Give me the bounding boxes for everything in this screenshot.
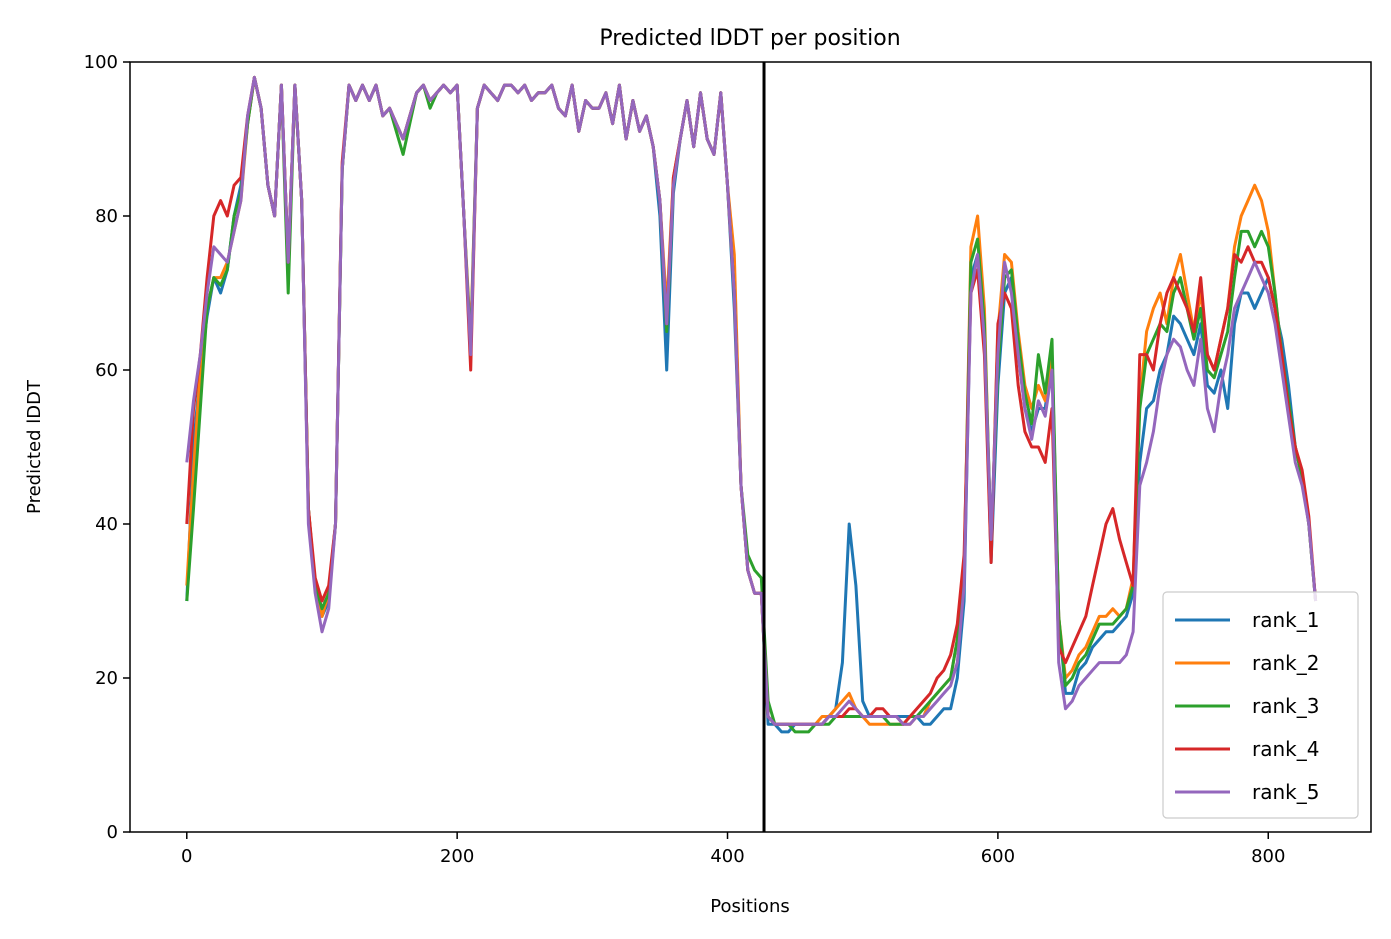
legend-box [1162, 591, 1359, 819]
x-tick-label: 800 [1251, 846, 1285, 867]
legend-label-rank_4: rank_4 [1252, 737, 1319, 761]
x-axis-ticks: 0 200 400 600 800 [181, 832, 1285, 867]
series-line-rank_5 [185, 75, 1318, 726]
x-axis-label: Positions [710, 896, 789, 917]
y-axis-label: Predicted lDDT [24, 379, 45, 514]
x-tick-label: 400 [710, 846, 744, 867]
y-tick-label: 40 [95, 514, 118, 535]
legend-label-rank_1: rank_1 [1252, 608, 1319, 632]
plot-frame [129, 61, 1372, 833]
chart-title: Predicted lDDT per position [599, 26, 900, 51]
y-tick-label: 80 [95, 206, 118, 227]
y-tick-label: 60 [95, 360, 118, 381]
legend-label-rank_5: rank_5 [1252, 780, 1319, 804]
y-axis-ticks: 0 20 40 60 80 100 [84, 52, 130, 843]
x-tick-label: 0 [181, 846, 192, 867]
plot-lines [185, 75, 1318, 734]
legend: rank_1 rank_2 rank_3 rank_4 rank_5 [1162, 591, 1359, 819]
legend-label-rank_3: rank_3 [1252, 694, 1319, 718]
legend-label-rank_2: rank_2 [1252, 651, 1319, 675]
y-tick-label: 0 [107, 822, 118, 843]
x-tick-label: 200 [440, 846, 474, 867]
x-tick-label: 600 [981, 846, 1015, 867]
y-tick-label: 100 [84, 52, 118, 73]
y-tick-label: 20 [95, 668, 118, 689]
